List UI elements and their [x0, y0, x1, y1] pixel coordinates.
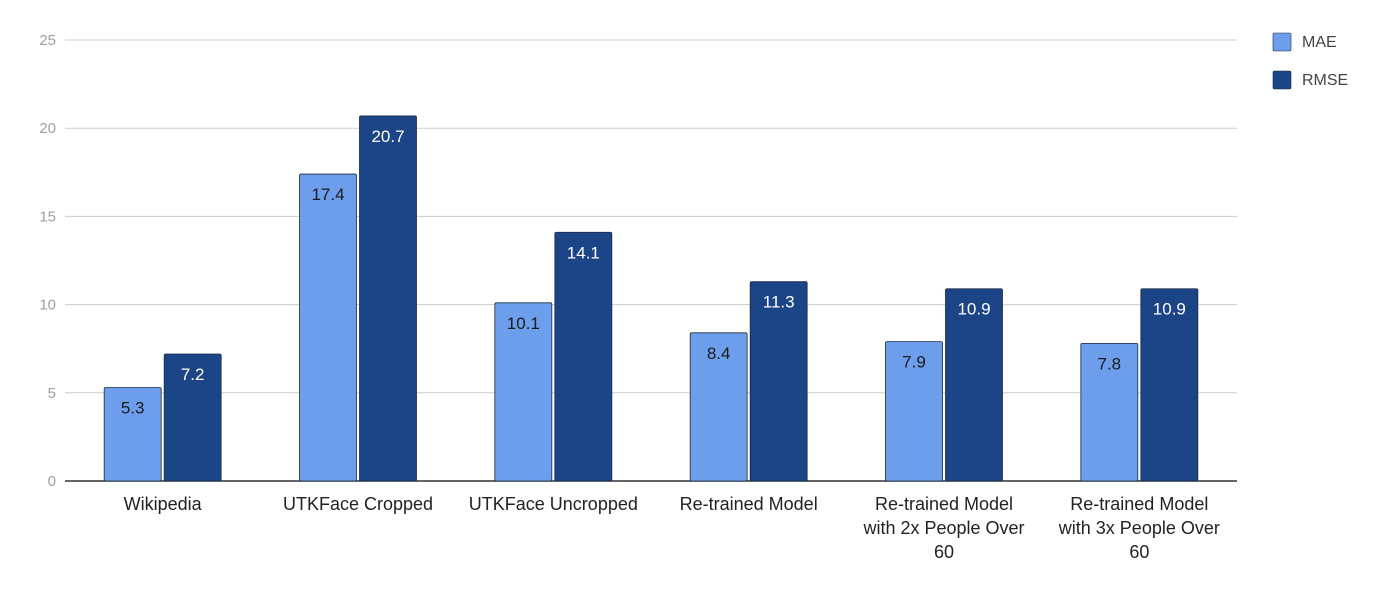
bar-rmse	[163, 353, 222, 482]
data-label-mae: 17.4	[311, 185, 344, 204]
y-tick-label: 5	[48, 385, 56, 402]
data-label-rmse: 7.2	[181, 365, 205, 384]
legend: MAE RMSE	[1272, 32, 1348, 90]
x-category-label: with 2x People Over	[862, 518, 1024, 538]
bar-rmse	[359, 115, 417, 482]
bar-mae	[689, 332, 748, 482]
data-label-mae: 7.8	[1098, 354, 1122, 373]
bar-rmse	[554, 231, 613, 482]
x-category-label: 60	[934, 542, 954, 562]
data-label-rmse: 10.9	[957, 300, 990, 319]
data-label-mae: 8.4	[707, 344, 731, 363]
bar-rmse	[945, 288, 1003, 482]
y-tick-label: 15	[39, 208, 56, 225]
gridlines	[65, 39, 1237, 482]
bar-rmse	[1140, 288, 1199, 482]
x-category-label: Re-trained Model	[680, 494, 818, 514]
legend-label-mae: MAE	[1302, 34, 1337, 51]
bar-mae	[1080, 343, 1139, 482]
bar-rmse	[749, 281, 808, 482]
y-axis-ticks: 0 5 10 15 20 25	[39, 32, 56, 490]
x-category-label: Re-trained Model	[875, 494, 1013, 514]
data-label-rmse: 14.1	[567, 243, 600, 262]
x-category-label: Wikipedia	[124, 494, 203, 514]
x-category-label: UTKFace Cropped	[283, 494, 433, 514]
data-label-rmse: 10.9	[1153, 300, 1186, 319]
x-category-label: Re-trained Model	[1070, 494, 1208, 514]
bar-mae	[299, 173, 357, 482]
x-category-label: 60	[1129, 542, 1149, 562]
data-label-mae: 7.9	[902, 353, 926, 372]
y-tick-label: 0	[48, 473, 56, 490]
legend-swatch-mae	[1272, 32, 1292, 52]
y-tick-label: 10	[39, 297, 56, 314]
x-category-label: with 3x People Over	[1058, 518, 1220, 538]
bar-mae	[103, 387, 162, 482]
data-label-mae: 10.1	[507, 314, 540, 333]
y-tick-label: 25	[39, 32, 56, 49]
legend-label-rmse: RMSE	[1302, 72, 1348, 89]
x-category-label: UTKFace Uncropped	[469, 494, 638, 514]
x-axis-categories: Wikipedia UTKFace Cropped UTKFace Uncroppe…	[124, 494, 1220, 562]
data-label-mae: 5.3	[121, 399, 145, 418]
y-tick-label: 20	[39, 120, 56, 137]
bar-mae	[885, 341, 943, 482]
legend-swatch-rmse	[1272, 70, 1292, 90]
data-label-rmse: 11.3	[763, 293, 795, 312]
bar-mae	[494, 302, 553, 482]
bars	[103, 115, 1199, 482]
data-label-rmse: 20.7	[371, 127, 404, 146]
data-labels: 5.3 7.2 17.4 20.7 10.1 14.1 8.4 11.3 7.9 10.9 7.8 1…	[121, 127, 1186, 418]
